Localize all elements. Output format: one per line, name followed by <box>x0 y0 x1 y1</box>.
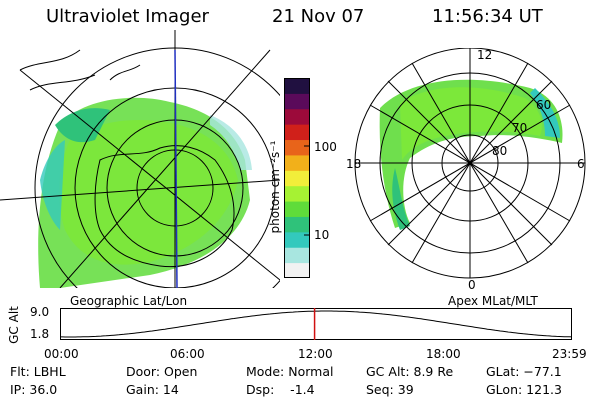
status-mode: Mode: Normal <box>246 364 334 379</box>
colorbar-tick-100: 100 <box>314 140 337 154</box>
mlat-label-60: 60 <box>536 98 552 112</box>
status-dsp: Dsp: -1.4 <box>246 382 315 397</box>
time-label: 11:56:34 UT <box>432 6 543 27</box>
colorbar-swatch <box>284 201 310 217</box>
colorbar-swatch <box>284 231 310 248</box>
time-tick-4: 23:59 <box>552 347 587 361</box>
colorbar-unit-label: photon cm⁻²s⁻¹ <box>268 140 282 234</box>
colorbar-swatch <box>284 170 310 187</box>
time-tick-2: 12:00 <box>298 347 333 361</box>
colorbar-swatch <box>284 124 310 141</box>
apex-polar-map <box>354 48 586 279</box>
colorbar-swatch <box>284 78 310 94</box>
altitude-ytick-top: 9.0 <box>30 305 50 319</box>
status-glon: GLon: 121.3 <box>486 382 562 397</box>
colorbar-swatch <box>284 139 310 156</box>
altitude-ylabel: GC Alt <box>7 306 21 344</box>
mlt-label-0: 0 <box>468 278 476 292</box>
mlat-label-80: 80 <box>492 144 508 158</box>
status-ip: IP: 36.0 <box>10 382 58 397</box>
status-gain: Gain: 14 <box>126 382 179 397</box>
colorbar-swatch <box>284 247 310 264</box>
geographic-caption: Geographic Lat/Lon <box>70 294 188 308</box>
colorbar-swatch <box>284 93 310 110</box>
mlt-label-18: 18 <box>346 157 362 171</box>
status-seq: Seq: 39 <box>366 382 414 397</box>
date-label: 21 Nov 07 <box>272 6 365 27</box>
colorbar-swatch <box>284 262 310 278</box>
colorbar-swatch <box>284 108 310 125</box>
colorbar-swatch <box>284 154 310 171</box>
status-filter: Flt: LBHL <box>10 364 66 379</box>
time-tick-0: 00:00 <box>44 347 79 361</box>
time-tick-3: 18:00 <box>426 347 461 361</box>
status-glat: GLat: −77.1 <box>486 364 562 379</box>
colorbar-tick-10: 10 <box>314 228 330 242</box>
colorbar <box>284 78 310 278</box>
mlt-label-12: 12 <box>477 48 493 62</box>
altitude-ytick-bottom: 1.8 <box>30 327 50 341</box>
colorbar-swatch <box>284 216 310 233</box>
mlat-label-70: 70 <box>512 121 528 135</box>
altitude-plot <box>60 308 572 340</box>
colorbar-swatch <box>284 185 310 202</box>
mlt-label-6: 6 <box>577 157 585 171</box>
status-door: Door: Open <box>126 364 198 379</box>
apex-caption: Apex MLat/MLT <box>448 294 538 308</box>
geographic-polar-map <box>0 30 280 288</box>
app-title: Ultraviolet Imager <box>46 6 209 27</box>
time-tick-1: 06:00 <box>170 347 205 361</box>
status-gc-alt: GC Alt: 8.9 Re <box>366 364 454 379</box>
